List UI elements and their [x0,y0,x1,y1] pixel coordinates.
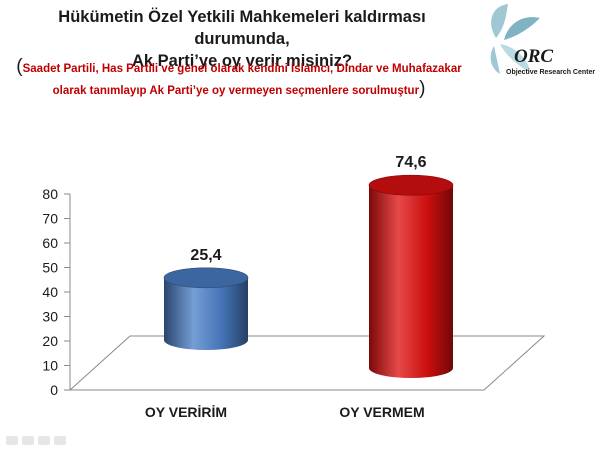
subtitle-line-1-text: Saadet Partili, Has Partili ve genel ola… [22,63,462,75]
y-tick-label: 10 [42,358,58,374]
slide-menu-icon[interactable] [38,436,50,445]
subtitle-line-1: (Saadet Partili, Has Partili ve genel ol… [4,57,474,79]
title-line-1: Hükümetin Özel Yetkili Mahkemeleri kaldı… [58,8,426,48]
x-category-label: OY VERİRİM [145,404,227,420]
logo-tagline-text: Objective Research Center [506,69,595,76]
bar-cylinder-top [368,174,454,196]
bar-cylinder-body [369,185,453,378]
subtitle-line-2: olarak tanımlayıp Ak Parti’ye oy vermeye… [4,79,474,101]
x-axis-labels: OY VERİRİM OY VERMEM [145,404,425,420]
y-tick-label: 30 [42,309,58,325]
title-line-2: Ak Parti’ye oy verir misiniz? [131,52,353,70]
bar-value-label: 74,6 [395,154,426,171]
slide-prev-icon[interactable] [6,436,18,445]
chart-subtitle: (Saadet Partili, Has Partili ve genel ol… [4,57,474,101]
y-axis-ticks: 0 10 20 30 40 50 60 70 80 [42,186,70,398]
y-tick-label: 0 [50,382,58,398]
chart-title: Hükümetin Özel Yetkili Mahkemeleri kaldı… [12,6,472,72]
bar-value-label: 25,4 [190,247,221,264]
y-tick-label: 60 [42,235,58,251]
y-tick-label: 80 [42,186,58,202]
y-tick-label: 40 [42,284,58,300]
slide-controls[interactable] [6,436,66,445]
y-tick-label: 20 [42,333,58,349]
y-tick-label: 70 [42,211,58,227]
orc-logo: ORC Objective Research Center [478,0,600,90]
chart-floor [68,335,546,391]
bars: 25,4 74,6 [163,154,454,378]
bar-cylinder-body [164,277,248,350]
slide-pen-icon[interactable] [22,436,34,445]
x-category-label: OY VERMEM [339,404,424,420]
bar-cylinder-top [163,267,249,289]
slide-next-icon[interactable] [54,436,66,445]
y-tick-label: 50 [42,260,58,276]
leaf-swirl-icon: ORC Objective Research Center [490,4,595,76]
subtitle-line-2-text: olarak tanımlayıp Ak Parti’ye oy vermeye… [52,85,420,97]
close-paren: ) [419,78,426,99]
open-paren: ( [16,56,23,77]
logo-brand-text: ORC [514,46,553,67]
